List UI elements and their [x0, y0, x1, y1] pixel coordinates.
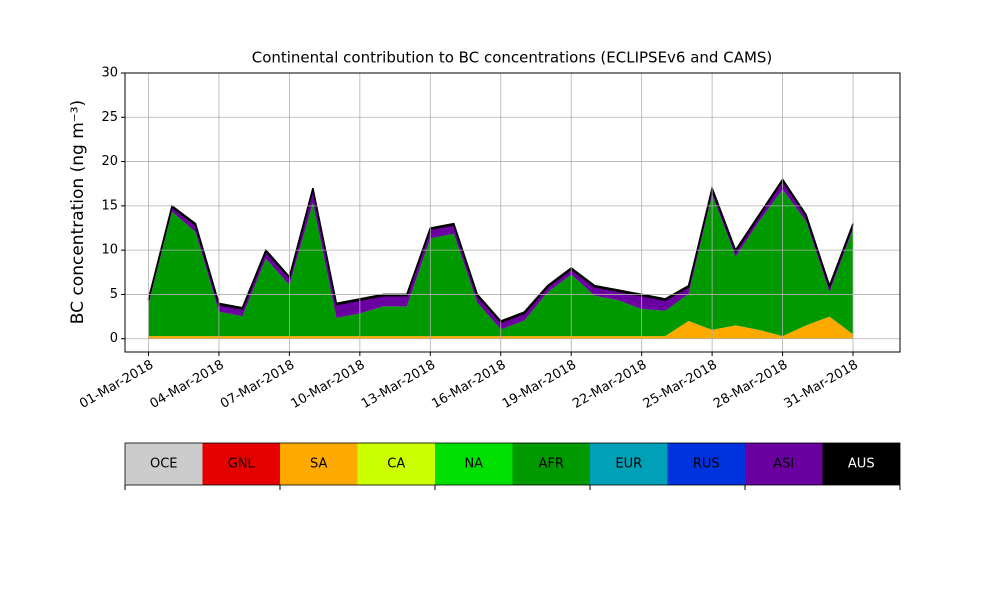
y-tick-label: 30 — [101, 66, 118, 81]
x-tick-label: 01-Mar-2018 — [77, 358, 156, 412]
legend-label: SA — [310, 457, 327, 472]
x-tick-label: 31-Mar-2018 — [782, 358, 861, 412]
y-tick-label: 10 — [101, 243, 118, 258]
legend-swatch — [512, 443, 590, 485]
legend-label: GNL — [228, 457, 256, 472]
legend-label: EUR — [615, 457, 642, 472]
legend-label: NA — [464, 457, 483, 472]
chart-title: Continental contribution to BC concentra… — [252, 49, 773, 67]
y-tick-label: 25 — [101, 110, 118, 125]
y-tick-label: 20 — [101, 154, 118, 169]
x-tick-label: 25-Mar-2018 — [641, 358, 720, 412]
legend-swatch — [125, 443, 203, 485]
legend-label: OCE — [150, 457, 178, 472]
legend-swatch — [202, 443, 280, 485]
x-tick-label: 10-Mar-2018 — [288, 358, 367, 412]
x-tick-label: 28-Mar-2018 — [711, 358, 790, 412]
plot-frame — [124, 72, 901, 353]
y-tick-label: 15 — [101, 198, 118, 213]
legend-swatch — [280, 443, 358, 485]
area — [148, 316, 853, 339]
x-tick-label: 16-Mar-2018 — [429, 358, 508, 412]
x-tick-label: 04-Mar-2018 — [148, 358, 227, 412]
x-tick-label: 22-Mar-2018 — [570, 358, 649, 412]
x-tick-label: 13-Mar-2018 — [359, 358, 438, 412]
legend-label: RUS — [693, 457, 720, 472]
legend-label: CA — [387, 457, 405, 472]
legend-swatch — [435, 443, 513, 485]
legend-label: AFR — [539, 457, 564, 472]
legend-swatch — [822, 443, 900, 485]
y-tick-label: 0 — [110, 331, 118, 346]
legend-swatch — [667, 443, 745, 485]
y-axis-label: BC concentration (ng m⁻³) — [68, 100, 88, 324]
legend-label: ASI — [773, 457, 794, 472]
area — [148, 189, 853, 337]
legend-frame — [124, 442, 901, 486]
legend-swatch — [590, 443, 668, 485]
legend-swatch — [357, 443, 435, 485]
x-tick-label: 19-Mar-2018 — [500, 358, 579, 412]
legend-label: AUS — [848, 457, 875, 472]
y-tick-label: 5 — [110, 287, 118, 302]
legend-swatch — [745, 443, 823, 485]
x-tick-label: 07-Mar-2018 — [218, 358, 297, 412]
